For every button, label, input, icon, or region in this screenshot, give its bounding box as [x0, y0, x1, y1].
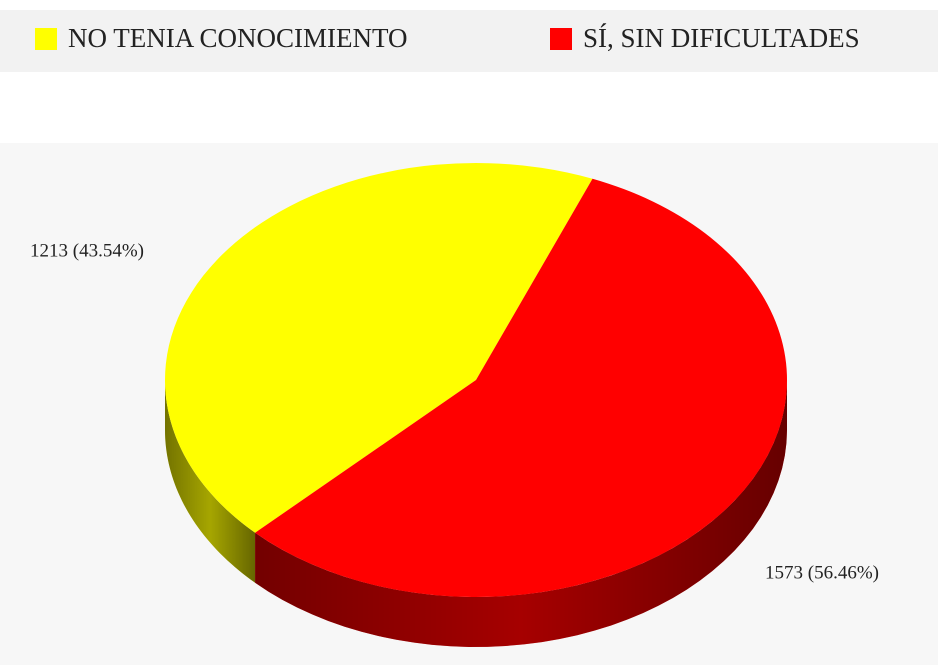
slice-side-shade	[165, 380, 256, 583]
data-label: 1213 (43.54%)	[30, 240, 144, 261]
data-label: 1573 (56.46%)	[765, 562, 879, 583]
legend-swatch	[550, 28, 572, 50]
legend: NO TENIA CONOCIMIENTO SÍ, SIN DIFICULTADE…	[35, 23, 860, 53]
slice	[165, 163, 593, 533]
slice-side-shade	[255, 380, 787, 647]
legend-swatch	[35, 28, 57, 50]
legend-label: SÍ, SIN DIFICULTADES	[583, 23, 860, 53]
slice	[255, 178, 787, 598]
legend-label: NO TENIA CONOCIMIENTO	[68, 23, 408, 53]
pie: 1213 (43.54%) 1573 (56.46%)	[30, 163, 879, 647]
legend-background	[0, 10, 938, 72]
